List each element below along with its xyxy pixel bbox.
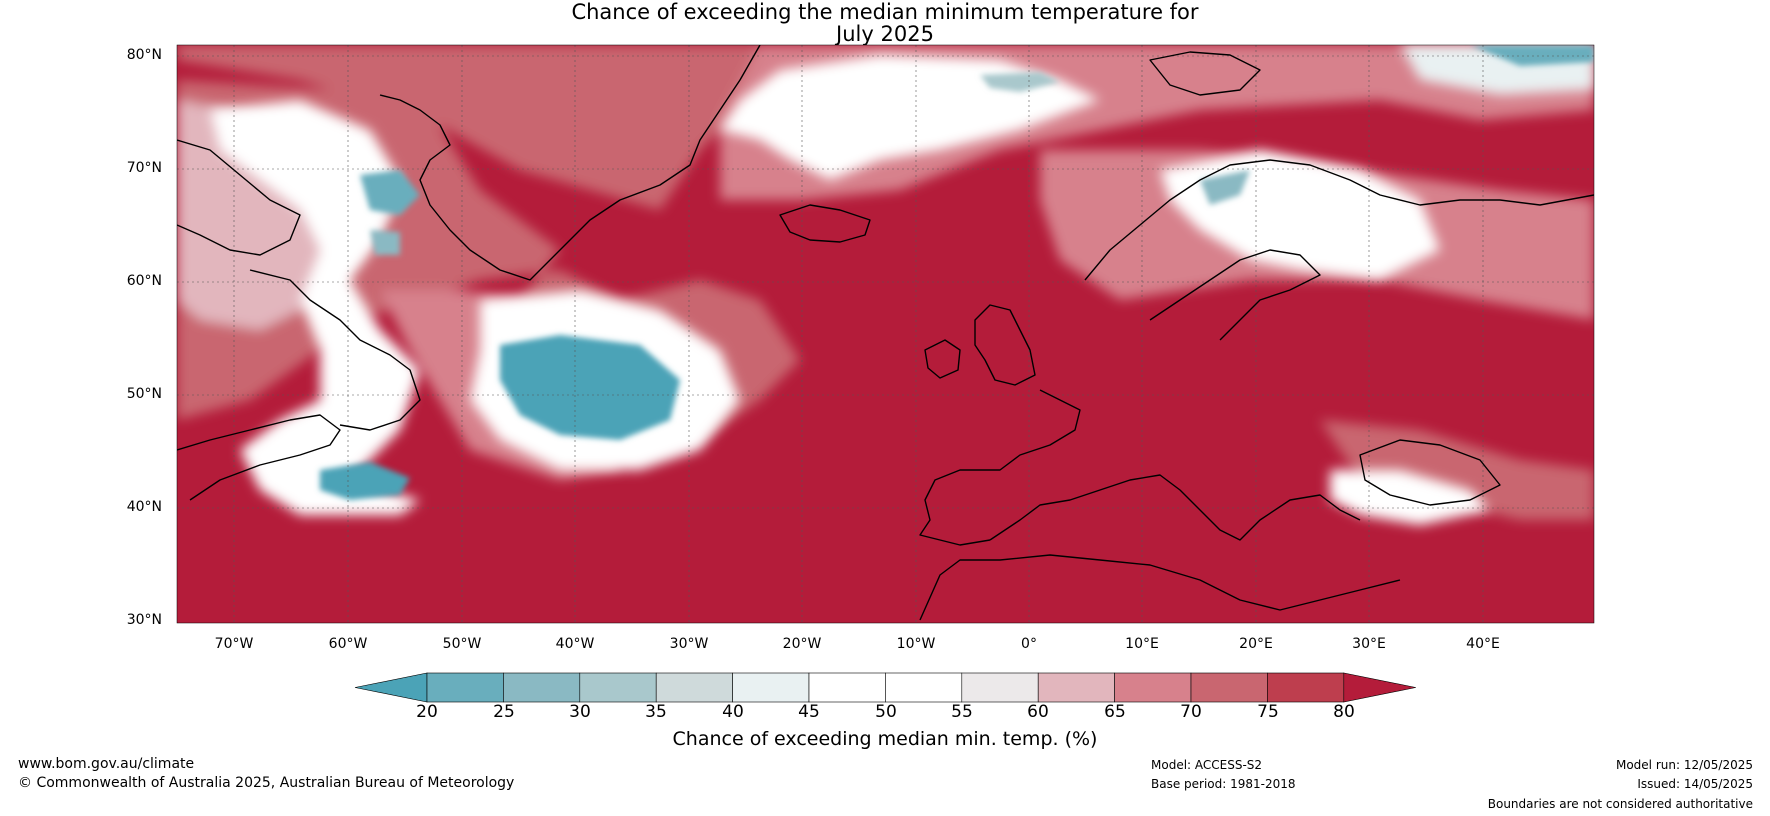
model-name: Model: ACCESS-S2	[1151, 758, 1263, 772]
lat-label: 60°N	[126, 273, 162, 289]
colorbar-tick-label: 45	[798, 702, 820, 722]
probability-field	[177, 45, 1594, 623]
lon-label: 50°W	[442, 636, 482, 652]
colorbar-swatch	[426, 672, 504, 703]
lat-label: 50°N	[126, 386, 162, 402]
colorbar-swatch	[961, 672, 1039, 703]
colorbar-label: Chance of exceeding median min. temp. (%…	[672, 728, 1098, 750]
north-africa-coast	[919, 554, 1401, 621]
map-title-period: July 2025	[836, 22, 934, 46]
colorbar-tick-label: 55	[951, 702, 973, 722]
iceland-coast	[779, 204, 871, 243]
lat-label: 80°N	[126, 47, 162, 63]
svalbard-coast	[1149, 51, 1261, 96]
lon-label: 10°W	[896, 636, 936, 652]
colorbar-swatch	[1267, 672, 1345, 703]
colorbar	[354, 672, 1416, 703]
colorbar-extend-high	[1343, 672, 1416, 703]
colorbar-swatch	[808, 672, 886, 703]
scandinavia-coast	[1084, 159, 1594, 281]
lat-label: 40°N	[126, 499, 162, 515]
colorbar-tick-label: 80	[1333, 702, 1355, 722]
map-title: Chance of exceeding the median minimum t…	[571, 0, 1199, 24]
colorbar-tick-label: 25	[493, 702, 515, 722]
map-frame	[176, 44, 1595, 624]
colorbar-swatch	[655, 672, 733, 703]
coastlines	[177, 45, 1594, 621]
colorbar-tick-label: 60	[1027, 702, 1049, 722]
labrador-coast	[249, 269, 421, 431]
colorbar-swatch	[1037, 672, 1115, 703]
lon-label: 40°E	[1466, 636, 1500, 652]
colorbar-swatch	[1114, 672, 1192, 703]
colorbar-tick-label: 40	[722, 702, 744, 722]
lon-label: 20°W	[782, 636, 822, 652]
baffin-coast	[177, 139, 301, 256]
lon-label: 0°	[1021, 636, 1037, 652]
lon-label: 30°W	[669, 636, 709, 652]
lat-label: 30°N	[126, 612, 162, 628]
colorbar-tick-label: 50	[875, 702, 897, 722]
lon-label: 30°E	[1352, 636, 1386, 652]
colorbar-swatch	[503, 672, 581, 703]
baltic-coast	[1149, 249, 1321, 341]
base-period: Base period: 1981-2018	[1151, 777, 1296, 791]
greenland-coast	[379, 45, 761, 281]
colorbar-tick-label: 70	[1180, 702, 1202, 722]
colorbar-extend-low	[354, 672, 428, 703]
model-run-date: Model run: 12/05/2025	[1615, 758, 1753, 772]
boundaries-disclaimer: Boundaries are not considered authoritat…	[1487, 797, 1753, 811]
lon-label: 70°W	[214, 636, 254, 652]
ireland-coast	[924, 339, 961, 379]
colorbar-tick-label: 35	[645, 702, 667, 722]
lon-label: 10°E	[1125, 636, 1159, 652]
website-link[interactable]: www.bom.gov.au/climate	[18, 756, 195, 772]
colorbar-tick-label: 30	[569, 702, 591, 722]
black-sea-coast	[1359, 439, 1501, 506]
colorbar-tick-label: 20	[416, 702, 438, 722]
lat-label: 70°N	[126, 160, 162, 176]
europe-atlantic-coast	[919, 389, 1081, 546]
colorbar-swatch	[732, 672, 810, 703]
lon-label: 40°W	[555, 636, 595, 652]
colorbar-tick-label: 65	[1104, 702, 1126, 722]
issued-date: Issued: 14/05/2025	[1637, 777, 1753, 791]
colorbar-swatch	[579, 672, 657, 703]
lon-label: 20°E	[1239, 636, 1273, 652]
copyright-text: © Commonwealth of Australia 2025, Austra…	[18, 775, 515, 791]
mediterranean-north-coast	[989, 474, 1361, 541]
colorbar-swatch	[885, 672, 963, 703]
lon-label: 60°W	[328, 636, 368, 652]
colorbar-tick-label: 75	[1257, 702, 1279, 722]
graticule	[177, 45, 1594, 623]
north-america-east-coast	[177, 414, 341, 501]
colorbar-swatch	[1190, 672, 1268, 703]
uk-coast	[974, 304, 1036, 386]
